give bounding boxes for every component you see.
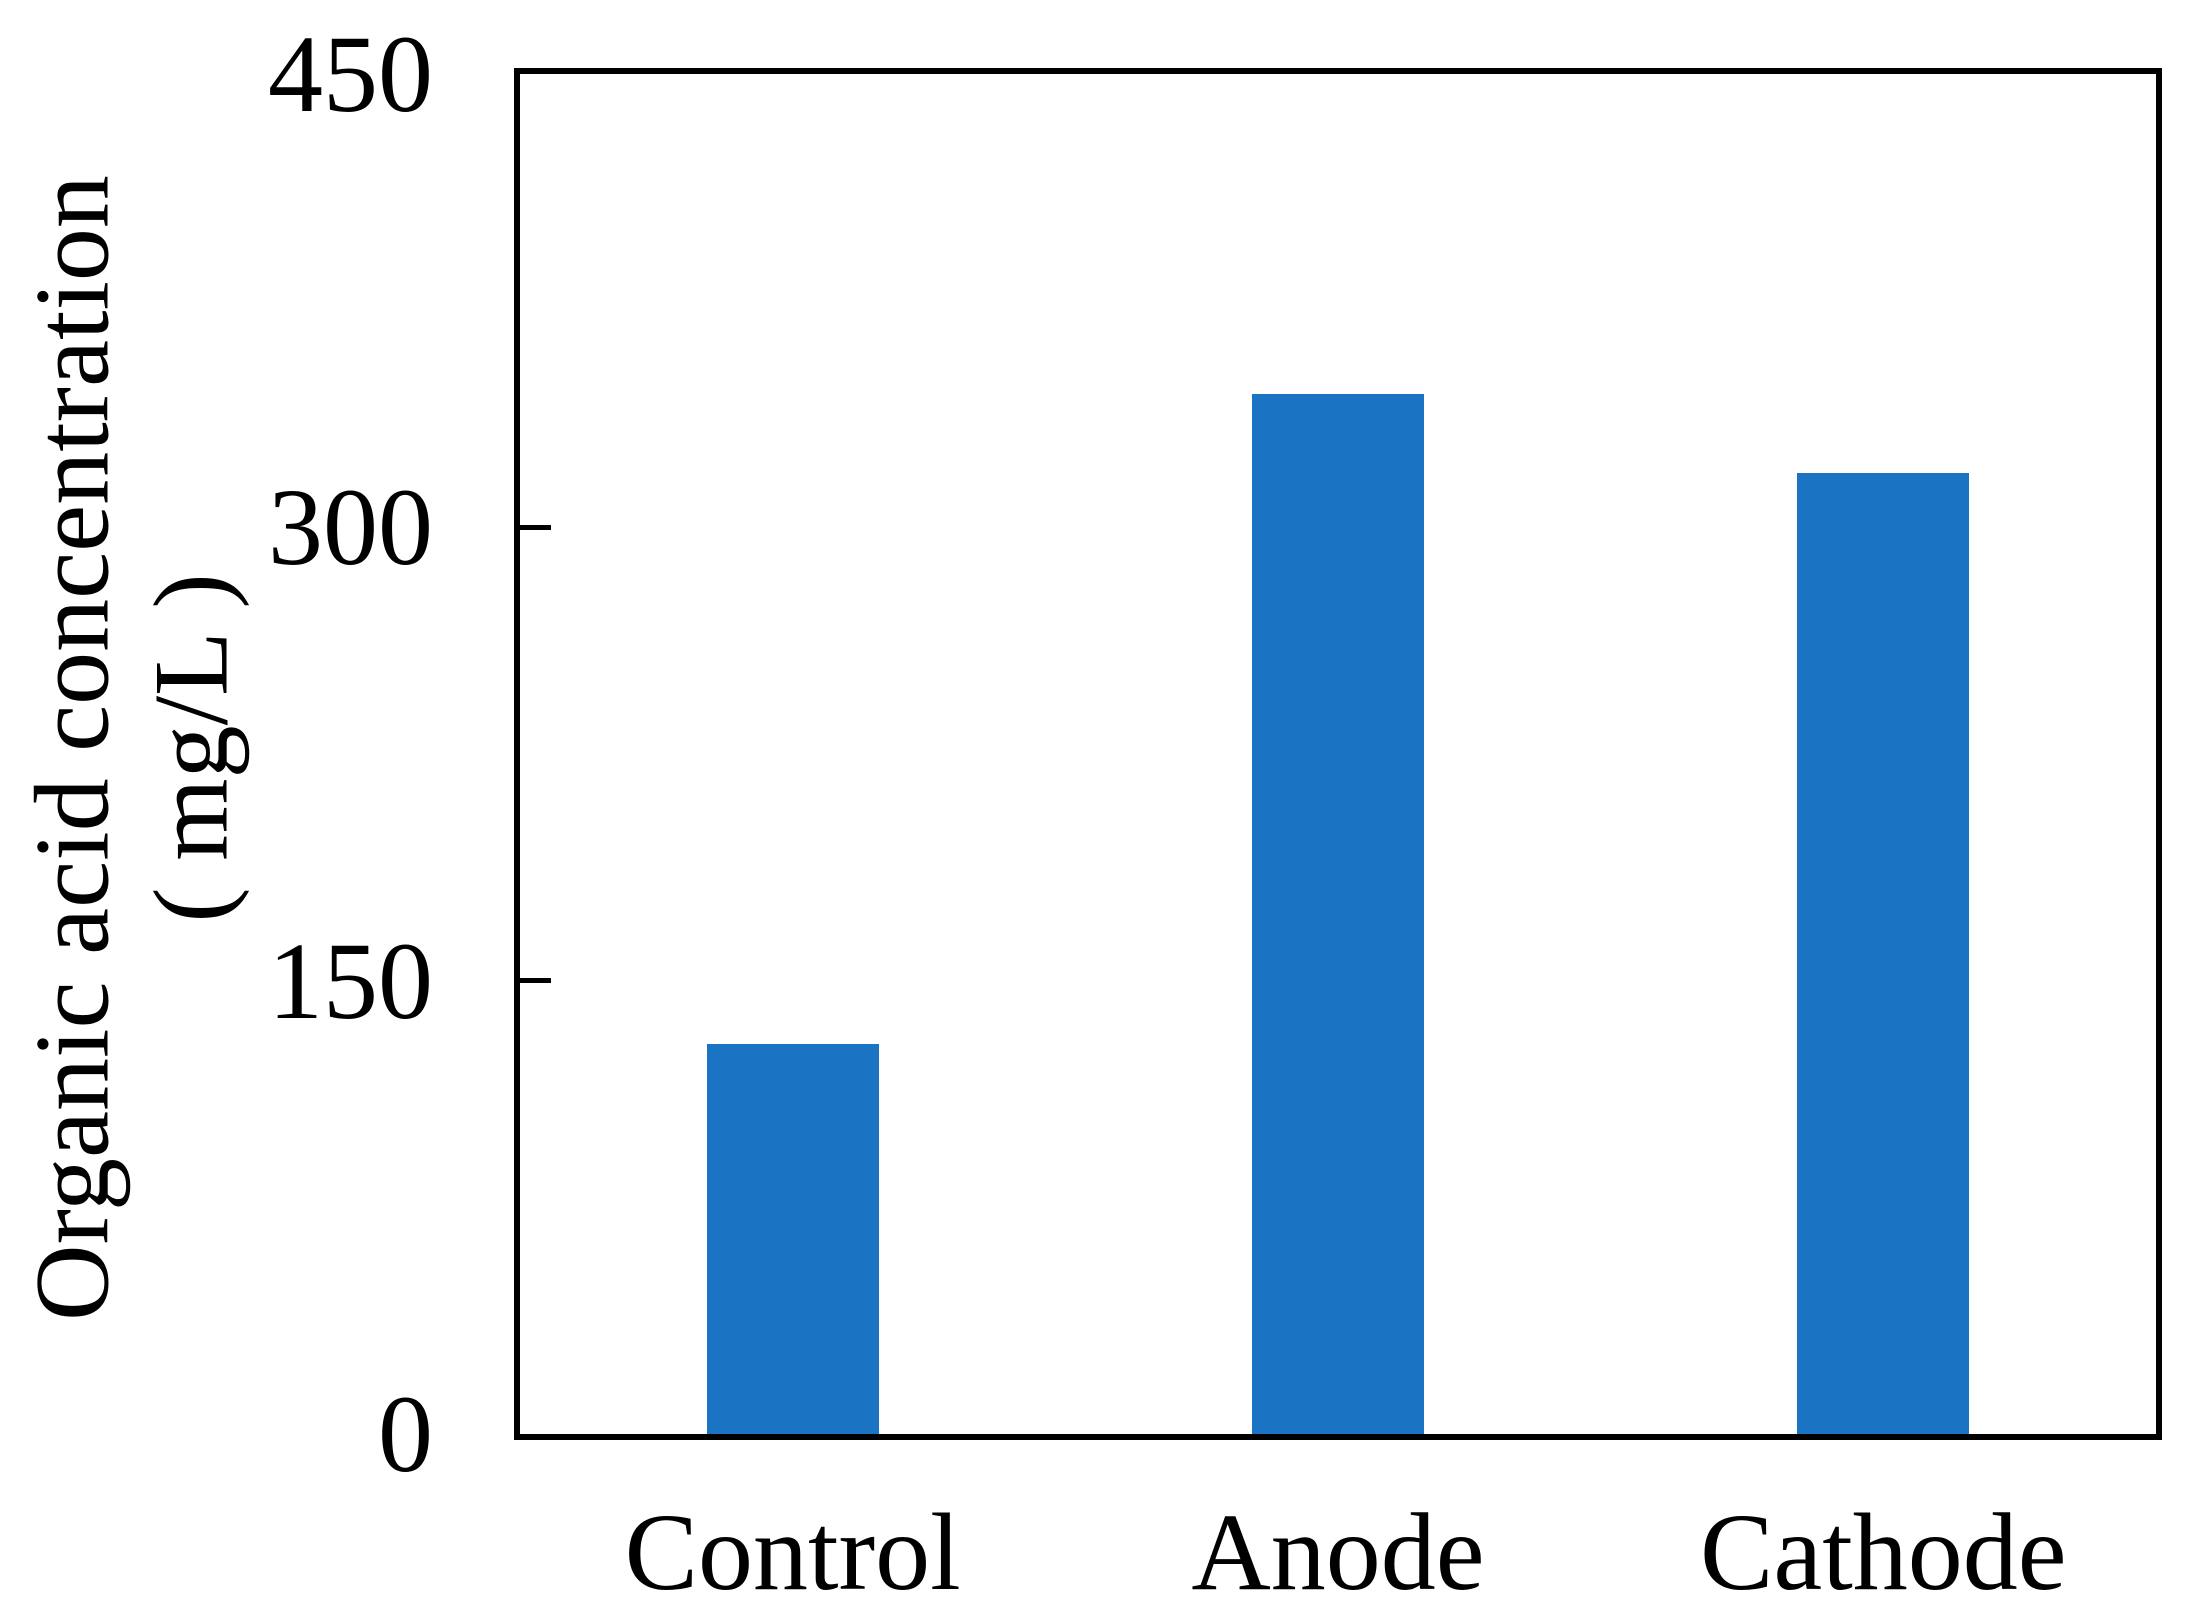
y-tick-mark-150 xyxy=(520,978,551,984)
y-axis-title-line-1: Organic acid concentration xyxy=(13,175,131,1321)
bar-cathode xyxy=(1797,472,1970,1434)
bar-control xyxy=(706,1044,879,1434)
bar-anode xyxy=(1252,394,1424,1434)
y-tick-label-450: 450 xyxy=(268,13,433,135)
x-category-label-cathode: Cathode xyxy=(1700,1491,2067,1613)
y-tick-label-0: 0 xyxy=(378,1373,433,1495)
y-tick-label-150: 150 xyxy=(268,919,433,1042)
y-axis-title-line-2: ( mg/L ) xyxy=(132,573,249,923)
x-category-label-control: Control xyxy=(624,1491,961,1613)
x-category-label-anode: Anode xyxy=(1191,1491,1485,1613)
plot-area xyxy=(514,68,2162,1440)
y-axis-title: Organic acid concentration ( mg/L ) xyxy=(13,175,250,1321)
y-tick-label-300: 300 xyxy=(268,466,433,589)
y-tick-mark-300 xyxy=(520,524,551,530)
